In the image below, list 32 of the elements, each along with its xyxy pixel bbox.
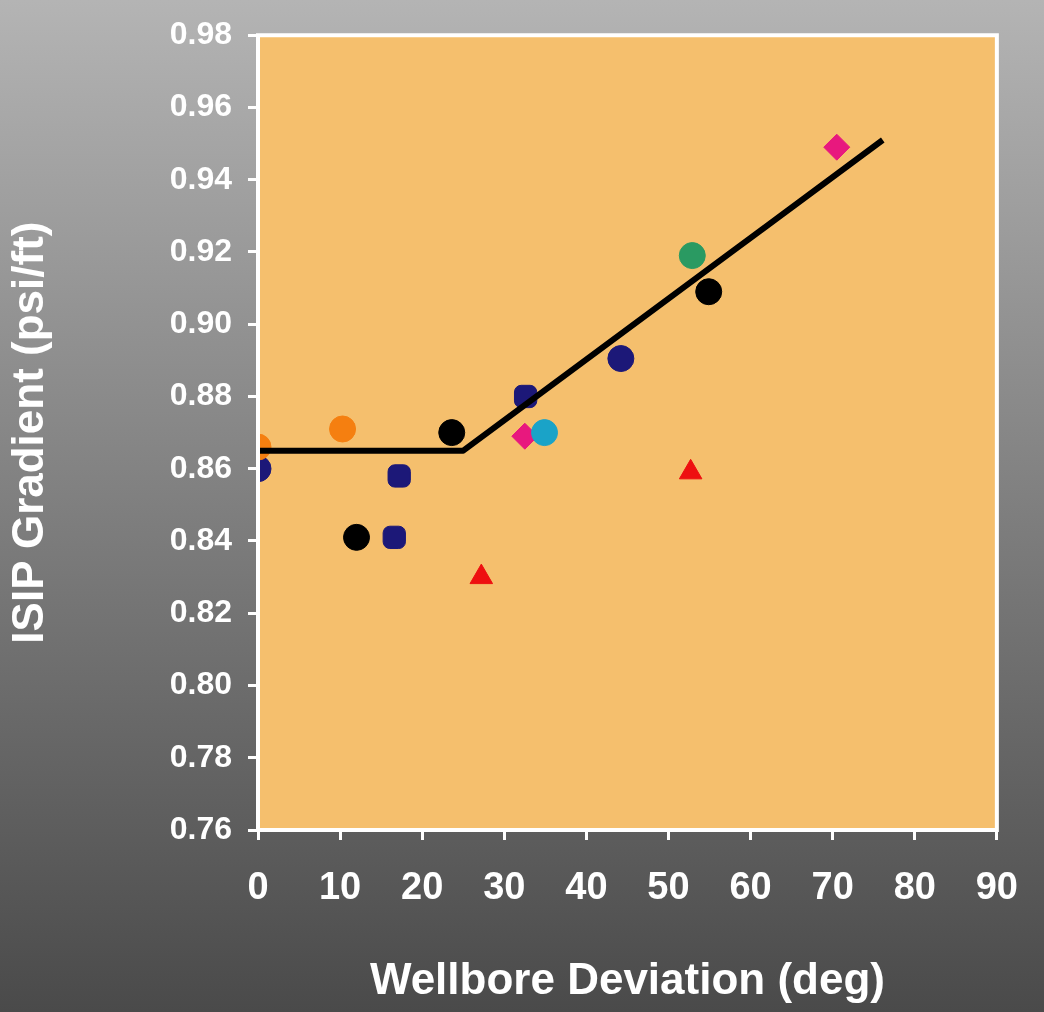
- y-tick-label: 0.86: [169, 448, 232, 485]
- x-tick-label: 70: [811, 865, 854, 908]
- point: [531, 419, 559, 447]
- x-tick-label: 40: [565, 865, 608, 908]
- x-tick-label: 90: [975, 865, 1019, 908]
- x-tick-label: 80: [893, 865, 936, 908]
- x-tick-label: 50: [647, 865, 690, 908]
- y-tick-label: 0.84: [169, 520, 233, 557]
- y-tick-label: 0.94: [169, 159, 233, 196]
- y-tick-label: 0.90: [169, 304, 232, 341]
- x-tick-label: 0: [247, 865, 269, 908]
- y-tick-label: 0.78: [169, 737, 232, 774]
- point: [678, 242, 706, 270]
- x-tick-label: 20: [401, 865, 444, 908]
- point: [438, 419, 466, 447]
- y-axis-title: ISIP Gradient (psi/ft): [2, 221, 52, 644]
- x-tick-label: 30: [483, 865, 526, 908]
- y-tick-label: 0.76: [169, 809, 232, 846]
- y-tick-label: 0.88: [169, 376, 232, 413]
- point: [382, 525, 406, 550]
- point: [695, 278, 723, 306]
- y-tick-label: 0.98: [169, 15, 232, 52]
- point: [823, 133, 851, 161]
- x-axis-title: Wellbore Deviation (deg): [369, 953, 885, 1003]
- x-tick-label: 60: [729, 865, 772, 908]
- y-tick-label: 0.82: [169, 593, 232, 630]
- point: [343, 523, 371, 551]
- point: [387, 464, 411, 488]
- y-tick-label: 0.92: [169, 231, 232, 268]
- y-tick-label: 0.80: [169, 665, 232, 702]
- x-tick-label: 10: [318, 865, 362, 908]
- y-tick-label: 0.96: [169, 87, 232, 124]
